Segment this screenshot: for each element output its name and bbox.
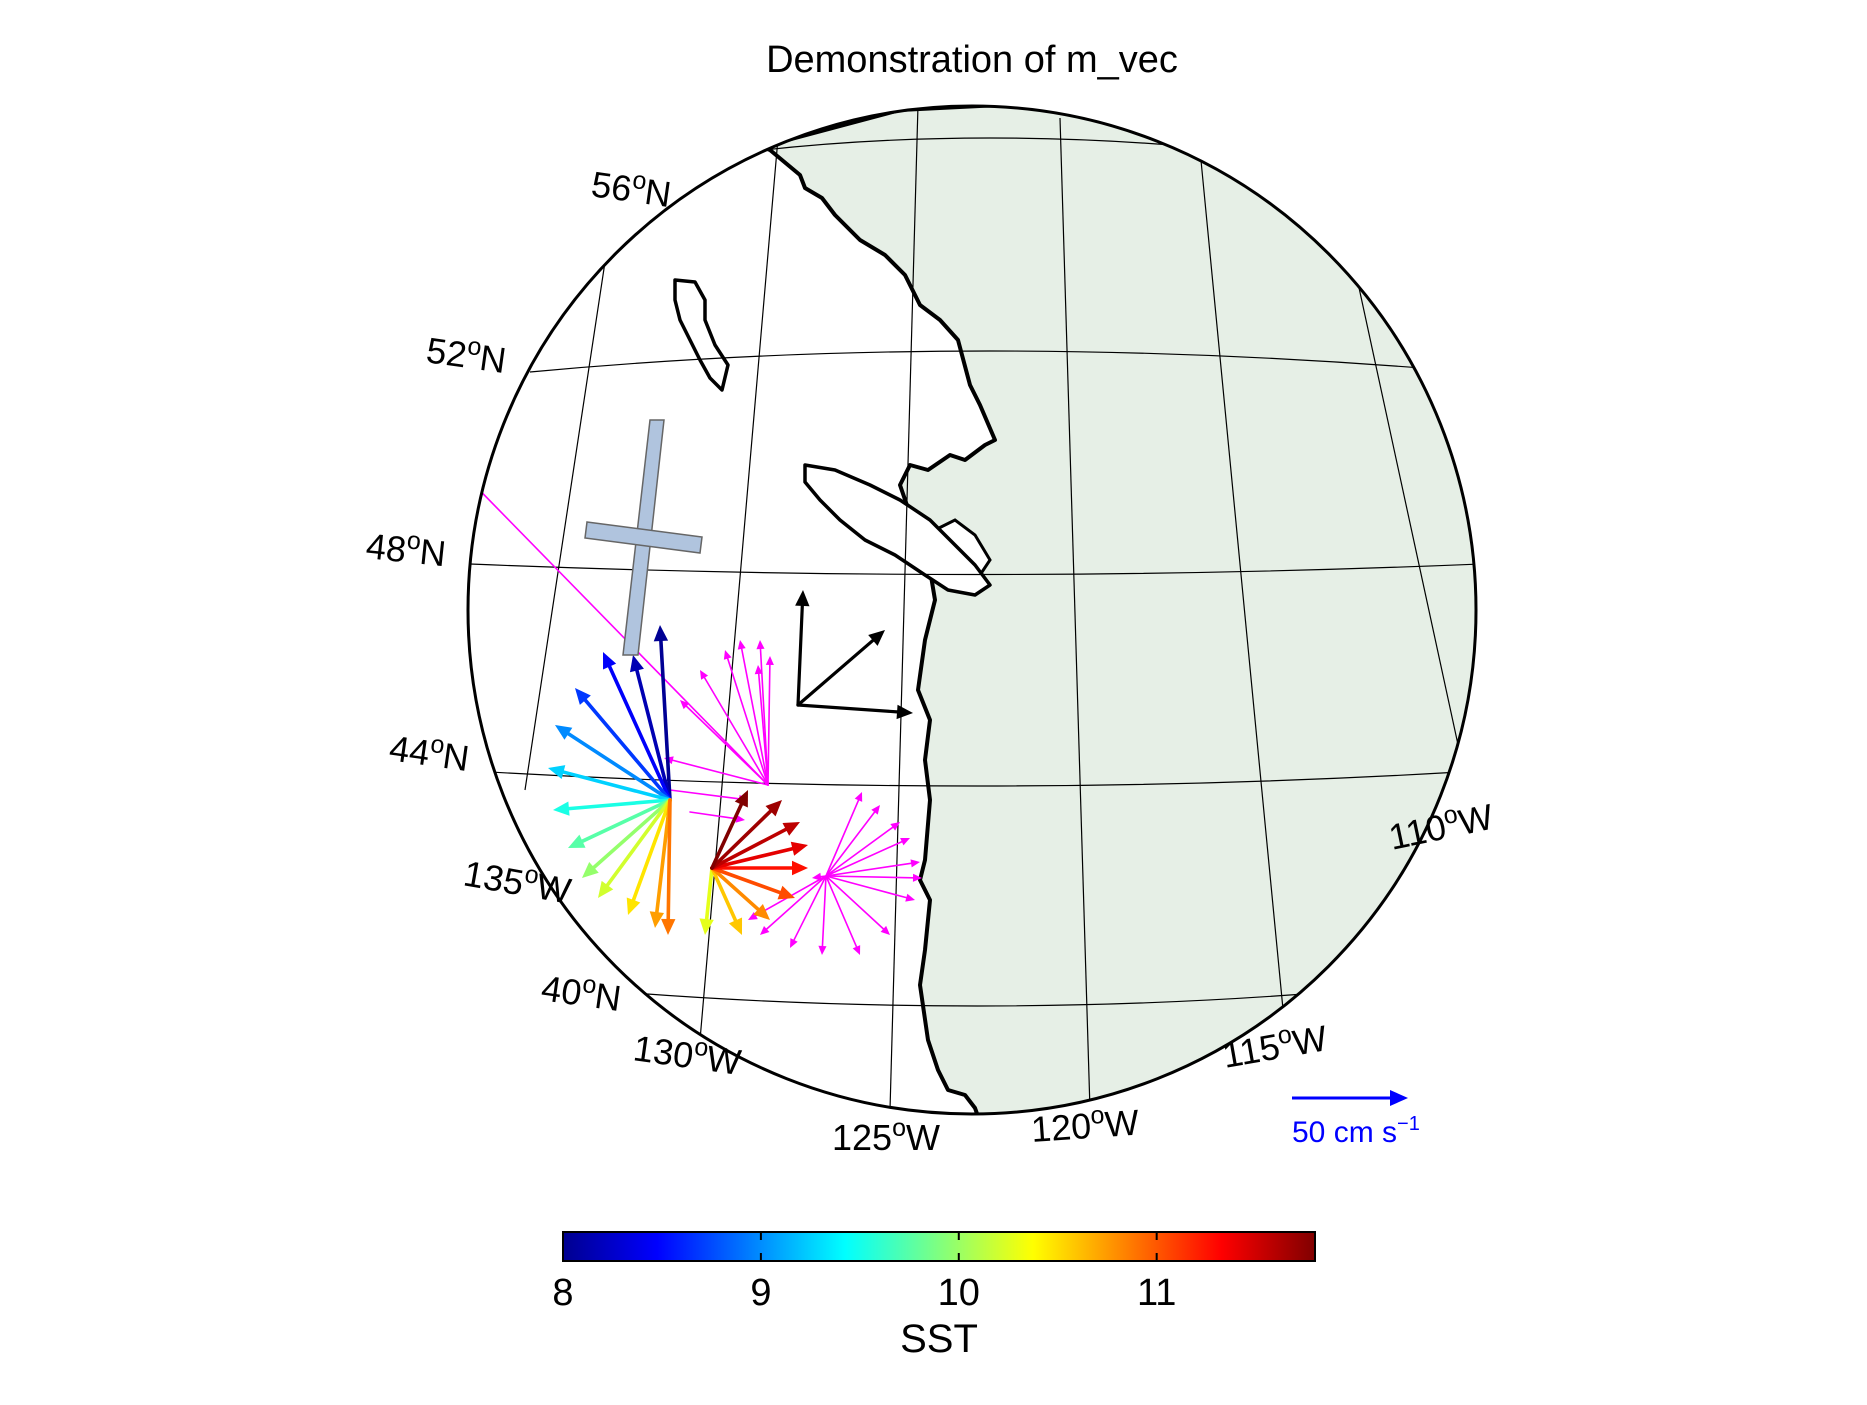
cross-symbol xyxy=(584,419,703,656)
sst-arrow xyxy=(699,866,714,935)
sst-arrow xyxy=(649,798,672,928)
colorbar-tick-label: 11 xyxy=(1137,1272,1176,1314)
sst-arrow xyxy=(710,800,782,870)
magenta-arrow xyxy=(825,873,922,882)
longitude-labels: 135oW 130oW 125oW 120oW 115oW 110oW xyxy=(461,796,1497,1158)
current-arrows xyxy=(468,106,922,955)
sst-arrow xyxy=(626,798,672,915)
sst-arrow xyxy=(575,688,672,802)
graticule-lon-line xyxy=(1059,117,1091,1111)
graticule-lat-line xyxy=(619,991,1331,1007)
magenta-arrow xyxy=(825,822,900,877)
vancouver-island xyxy=(803,463,992,597)
sst-arrow xyxy=(710,860,808,876)
globe-outline xyxy=(466,104,1478,1116)
graticule-lon-line xyxy=(1199,149,1286,1031)
magenta-arrow xyxy=(825,875,861,955)
sst-arrow xyxy=(661,798,676,935)
magenta-arrow xyxy=(737,640,769,786)
magenta-arrow xyxy=(825,875,915,902)
magenta-arrow xyxy=(825,792,863,877)
graticule-lon-line xyxy=(699,114,781,1041)
lat-label-56: 56oN xyxy=(589,160,674,215)
magenta-arrow xyxy=(812,872,827,881)
east-axis-arrow xyxy=(796,703,913,720)
sst-arrow xyxy=(710,866,743,935)
diagonal-axis-arrow xyxy=(796,630,885,707)
sst-arrow xyxy=(653,625,672,802)
reference-arrow-head xyxy=(1390,1090,1408,1106)
lon-label-115: 115oW xyxy=(1219,1014,1330,1076)
sst-arrow xyxy=(553,798,672,816)
magenta-arrow xyxy=(825,859,920,877)
sst-arrow xyxy=(629,655,672,802)
sst-arrow xyxy=(710,841,808,870)
sst-arrow xyxy=(548,765,672,802)
colorbar-tick-label: 9 xyxy=(750,1272,771,1314)
magenta-arrow xyxy=(765,656,774,786)
lon-label-125: 125oW xyxy=(832,1114,940,1158)
sst-arrow xyxy=(710,866,770,920)
magenta-arrow xyxy=(825,838,910,877)
lat-label-44: 44oN xyxy=(387,724,472,779)
colorbar-tick-label: 8 xyxy=(552,1272,573,1314)
magenta-arrow xyxy=(790,875,827,948)
sst-arrow xyxy=(598,798,672,898)
magenta-arrow xyxy=(825,805,880,877)
graticule xyxy=(469,106,1476,1111)
sst-arrow xyxy=(582,798,672,878)
lat-label-52: 52oN xyxy=(424,326,509,381)
lat-label-48: 48oN xyxy=(364,522,448,574)
graticule-lat-line xyxy=(489,771,1461,787)
colorbar-gradient xyxy=(562,1231,1316,1262)
graticule-lon-line xyxy=(1339,199,1471,801)
magenta-arrow xyxy=(760,875,827,935)
lon-label-135: 135oW xyxy=(461,850,575,912)
map-title: Demonstration of m_vec xyxy=(766,39,1178,81)
magenta-arrow xyxy=(723,650,769,786)
lon-label-130: 130oW xyxy=(631,1024,744,1083)
magenta-arrow xyxy=(468,106,769,786)
magenta-arrow xyxy=(700,670,769,786)
lon-label-120: 120oW xyxy=(1029,1099,1140,1150)
graticule-lat-line xyxy=(529,350,1471,373)
sst-arrow xyxy=(555,725,672,802)
haida-gwaii-island xyxy=(673,278,730,392)
north-axis-arrow xyxy=(795,590,810,707)
colorbar-tick-label: 10 xyxy=(938,1272,980,1314)
colorbar: 8 9 10 11 SST xyxy=(552,1231,1316,1361)
reference-vector: 50 cm s−1 xyxy=(1292,1090,1420,1149)
map-disc xyxy=(466,104,1478,1116)
latitude-labels: 56oN 52oN 48oN 44oN 40oN xyxy=(364,160,674,1019)
lat-label-40: 40oN xyxy=(539,964,624,1019)
sst-arrow xyxy=(568,798,672,848)
reference-vector-label: 50 cm s−1 xyxy=(1292,1113,1420,1149)
sst-arrow xyxy=(710,822,800,870)
magenta-arrow xyxy=(825,875,890,935)
magenta-arrow xyxy=(818,875,827,955)
sst-arrow xyxy=(710,790,748,870)
sst-arrow xyxy=(710,866,795,900)
colorbar-label: SST xyxy=(900,1317,978,1361)
magenta-arrow xyxy=(754,665,769,786)
magenta-arrow xyxy=(680,700,769,786)
magenta-arrow xyxy=(689,811,745,823)
sst-arrow xyxy=(603,652,672,802)
graticule-lon-line xyxy=(889,106,919,1111)
colorbar-ticks: 8 9 10 11 xyxy=(552,1232,1176,1314)
graticule-lat-line xyxy=(469,563,1476,576)
